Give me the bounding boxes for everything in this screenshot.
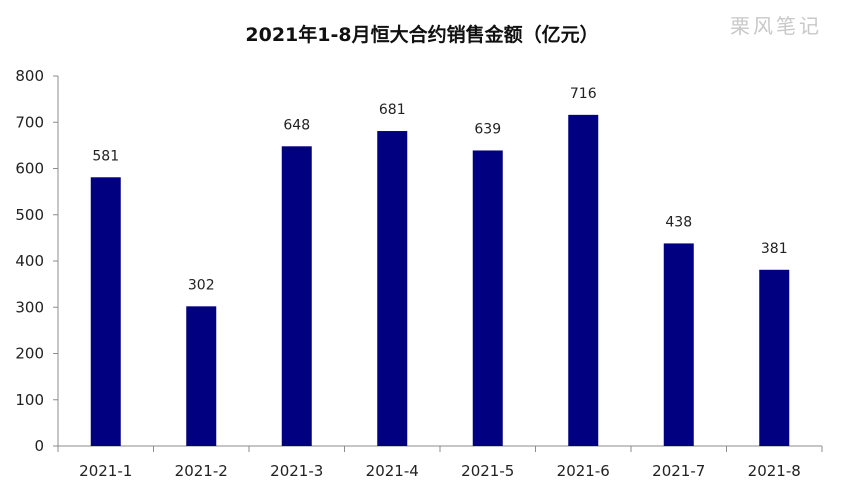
bar xyxy=(90,177,121,446)
bar xyxy=(759,269,790,446)
data-label: 648 xyxy=(283,117,310,133)
x-tick-label: 2021-1 xyxy=(79,462,132,480)
x-tick-label: 2021-6 xyxy=(557,462,610,480)
x-tick-label: 2021-8 xyxy=(748,462,801,480)
bar xyxy=(568,114,599,446)
data-label: 438 xyxy=(665,214,692,230)
y-tick-label: 200 xyxy=(15,345,44,363)
bars xyxy=(90,114,790,447)
x-axis: 2021-1 2021-2 2021-3 2021-4 2021-5 2021-6 2021… xyxy=(57,445,823,480)
data-label: 681 xyxy=(379,102,406,118)
y-axis: 0 100 200 300 400 500 600 700 800 xyxy=(15,67,59,455)
data-label: 716 xyxy=(570,86,597,102)
bar xyxy=(281,146,312,447)
y-tick-label: 0 xyxy=(34,437,44,455)
x-tick-label: 2021-7 xyxy=(652,462,705,480)
data-label: 581 xyxy=(92,148,119,164)
y-tick-label: 500 xyxy=(15,206,44,224)
watermark-logo: 栗风笔记 xyxy=(730,14,822,38)
data-label: 639 xyxy=(474,121,501,137)
y-tick-label: 400 xyxy=(15,252,44,270)
x-tick-label: 2021-5 xyxy=(461,462,514,480)
chart-title: 2021年1-8月恒大合约销售金额（亿元） xyxy=(245,24,599,46)
x-tick-label: 2021-2 xyxy=(175,462,228,480)
y-tick-label: 100 xyxy=(15,391,44,409)
bar xyxy=(377,131,408,446)
x-tick-label: 2021-4 xyxy=(366,462,419,480)
y-tick-label: 600 xyxy=(15,160,44,178)
y-tick-label: 700 xyxy=(15,113,44,131)
data-labels: 581 302 648 681 639 716 438 381 xyxy=(92,86,787,293)
bar xyxy=(663,243,694,446)
y-tick-label: 300 xyxy=(15,298,44,316)
y-tick-label: 800 xyxy=(15,67,44,85)
bar xyxy=(472,150,503,446)
data-label: 381 xyxy=(761,241,788,257)
data-label: 302 xyxy=(188,277,215,293)
x-tick-label: 2021-3 xyxy=(270,462,323,480)
bar xyxy=(186,306,217,446)
